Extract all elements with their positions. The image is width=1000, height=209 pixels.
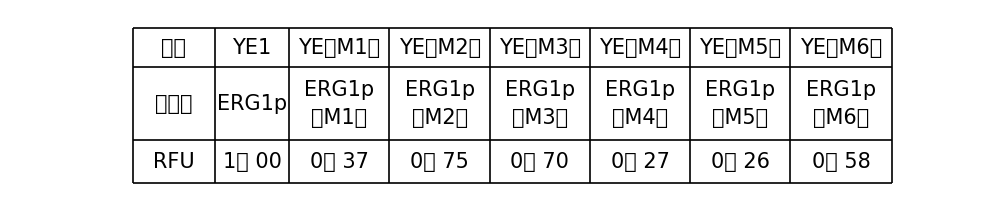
Text: 0。 37: 0。 37	[310, 152, 369, 172]
Text: YE（M3）: YE（M3）	[499, 38, 581, 58]
Text: 0。 27: 0。 27	[611, 152, 670, 172]
Text: ERG1p
（M6）: ERG1p （M6）	[806, 80, 876, 128]
Text: ERG1p: ERG1p	[217, 94, 287, 114]
Text: 启动子: 启动子	[155, 94, 193, 114]
Text: YE（M6）: YE（M6）	[800, 38, 882, 58]
Text: 1。 00: 1。 00	[223, 152, 281, 172]
Text: ERG1p
（M1）: ERG1p （M1）	[304, 80, 374, 128]
Text: 0。 75: 0。 75	[410, 152, 469, 172]
Text: YE（M2）: YE（M2）	[399, 38, 481, 58]
Text: ERG1p
（M5）: ERG1p （M5）	[705, 80, 775, 128]
Text: 0。 58: 0。 58	[812, 152, 871, 172]
Text: YE（M5）: YE（M5）	[699, 38, 781, 58]
Text: 菌株: 菌株	[161, 38, 186, 58]
Text: ERG1p
（M3）: ERG1p （M3）	[505, 80, 575, 128]
Text: ERG1p
（M2）: ERG1p （M2）	[405, 80, 475, 128]
Text: 0。 70: 0。 70	[510, 152, 569, 172]
Text: YE（M1）: YE（M1）	[298, 38, 380, 58]
Text: 0。 26: 0。 26	[711, 152, 770, 172]
Text: YE1: YE1	[232, 38, 272, 58]
Text: ERG1p
（M4）: ERG1p （M4）	[605, 80, 675, 128]
Text: YE（M4）: YE（M4）	[599, 38, 681, 58]
Text: RFU: RFU	[153, 152, 195, 172]
